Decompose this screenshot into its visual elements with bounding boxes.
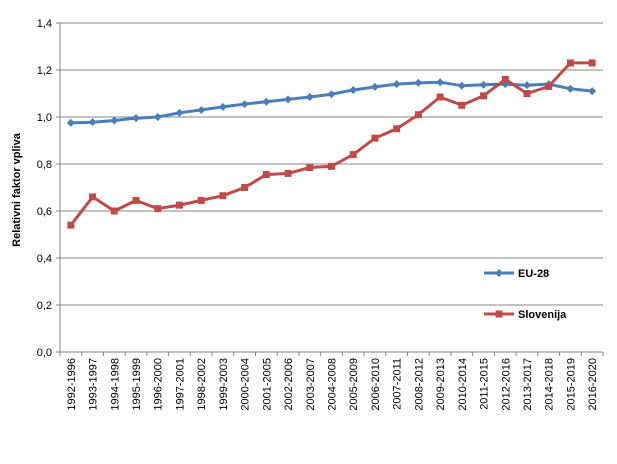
x-tick-label: 2001-2005 xyxy=(261,358,273,411)
series-slovenija xyxy=(67,59,596,229)
data-point xyxy=(349,85,358,94)
y-tick-label: 1,0 xyxy=(37,112,52,124)
x-tick-label: 2012-2016 xyxy=(500,358,512,411)
y-tick-label: 0,6 xyxy=(37,206,52,218)
x-tick-label: 1994-1998 xyxy=(109,358,121,411)
x-axis-ticks: 1992-1996 1993-1997 1994-1998 1995-1999 1996… xyxy=(59,352,604,411)
x-tick-label: 2004-2008 xyxy=(327,358,339,411)
y-tick-label: 0,8 xyxy=(37,159,52,171)
x-tick-label: 1992-1996 xyxy=(66,358,78,411)
y-tick-label: 0,4 xyxy=(37,253,52,265)
data-point xyxy=(479,80,488,89)
data-point xyxy=(566,59,574,67)
x-tick-label: 2009-2013 xyxy=(435,358,447,411)
x-tick-label: 2008-2012 xyxy=(413,358,425,411)
data-point xyxy=(349,151,357,159)
data-point xyxy=(284,95,293,104)
data-point xyxy=(154,205,162,213)
data-point xyxy=(458,101,466,109)
x-tick-label: 1996-2000 xyxy=(153,358,165,411)
data-point xyxy=(588,87,597,96)
x-tick-label: 2010-2014 xyxy=(457,358,469,411)
data-point xyxy=(545,82,553,90)
legend-item: Slovenija xyxy=(484,309,567,321)
data-point xyxy=(392,80,401,89)
data-point xyxy=(66,118,75,127)
data-point xyxy=(132,114,141,123)
y-tick-label: 1,4 xyxy=(37,18,52,30)
data-point xyxy=(480,92,488,100)
data-point xyxy=(522,81,531,90)
data-point xyxy=(197,196,205,204)
data-point xyxy=(501,75,509,83)
x-tick-label: 2002-2006 xyxy=(283,358,295,411)
data-point xyxy=(175,201,183,209)
x-tick-label: 1993-1997 xyxy=(88,358,100,411)
legend-label: Slovenija xyxy=(518,309,567,321)
data-point xyxy=(197,105,206,114)
data-point xyxy=(89,193,97,201)
data-point xyxy=(370,82,379,91)
legend-label: EU-28 xyxy=(518,268,549,280)
data-point xyxy=(327,90,336,99)
data-point xyxy=(305,93,314,102)
legend-marker xyxy=(495,310,503,318)
x-tick-label: 2014-2018 xyxy=(544,358,556,411)
data-point xyxy=(371,134,379,142)
data-point xyxy=(262,97,271,106)
x-tick-label: 2011-2015 xyxy=(479,358,491,410)
data-point xyxy=(241,184,249,191)
data-point xyxy=(566,84,575,93)
data-point xyxy=(67,221,75,229)
y-tick-label: 1,2 xyxy=(37,65,52,77)
data-point xyxy=(219,192,227,200)
x-tick-label: 2000-2004 xyxy=(240,358,252,411)
data-point xyxy=(153,113,162,121)
legend-marker xyxy=(495,269,503,277)
data-point xyxy=(523,90,531,97)
data-point xyxy=(328,162,335,170)
data-point xyxy=(414,111,422,119)
data-point xyxy=(132,196,140,204)
y-tick-label: 0,2 xyxy=(37,300,52,312)
y-tick-label: 0,0 xyxy=(37,347,52,359)
legend: EU-28 Slovenija xyxy=(484,268,567,321)
data-point xyxy=(393,125,401,133)
data-point xyxy=(457,81,466,90)
data-point xyxy=(88,118,97,127)
data-point xyxy=(175,108,184,117)
data-point xyxy=(436,93,444,101)
data-point xyxy=(588,59,596,67)
data-point xyxy=(306,164,314,172)
data-point xyxy=(284,169,292,177)
x-tick-label: 1995-1999 xyxy=(131,358,143,411)
y-axis-ticks: 0,0 0,2 0,4 0,6 0,8 1,0 1,2 1,4 xyxy=(37,18,60,359)
x-tick-label: 2016-2020 xyxy=(587,358,599,411)
data-point xyxy=(240,100,249,109)
plot-area xyxy=(60,23,603,352)
x-tick-label: 1998-2002 xyxy=(196,358,208,411)
y-axis-title: Relativni faktor vpliva xyxy=(11,132,23,247)
data-point xyxy=(110,116,119,125)
x-tick-label: 2007-2011 xyxy=(392,358,404,410)
data-point xyxy=(414,78,423,87)
data-point xyxy=(110,207,118,215)
x-tick-label: 2005-2009 xyxy=(348,358,360,411)
x-tick-label: 2013-2017 xyxy=(522,358,534,411)
x-tick-label: 2015-2019 xyxy=(565,358,577,411)
legend-item: EU-28 xyxy=(484,268,549,280)
x-tick-label: 2003-2007 xyxy=(305,358,317,411)
x-tick-label: 2006-2010 xyxy=(370,358,382,411)
x-tick-label: 1997-2001 xyxy=(174,358,186,411)
x-tick-label: 1999-2003 xyxy=(218,358,230,411)
data-point xyxy=(436,78,445,87)
data-point xyxy=(218,102,227,111)
series-eu-28 xyxy=(66,78,597,127)
series xyxy=(66,59,597,229)
data-point xyxy=(262,171,270,179)
